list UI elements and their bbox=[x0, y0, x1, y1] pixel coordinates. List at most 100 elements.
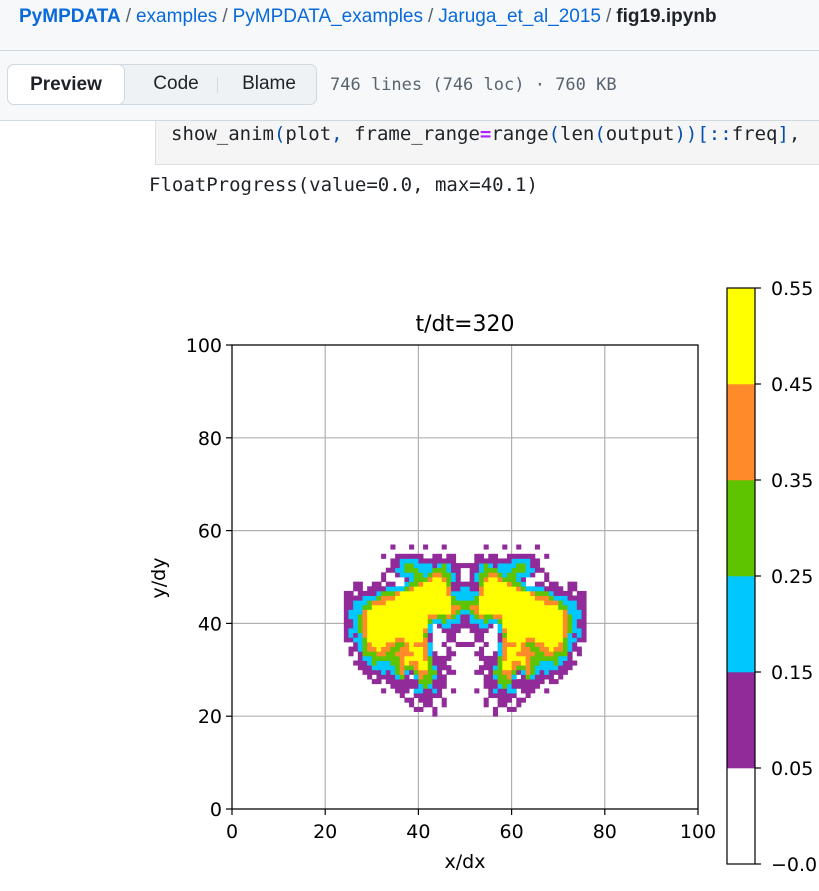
field-cell bbox=[390, 623, 396, 629]
field-cell bbox=[371, 665, 377, 671]
field-cell bbox=[455, 609, 461, 615]
field-cell bbox=[520, 558, 526, 564]
view-mode-switch: Preview Code Blame bbox=[7, 64, 317, 105]
field-cell bbox=[478, 669, 485, 675]
field-cell bbox=[516, 669, 522, 675]
field-cell bbox=[413, 558, 419, 564]
field-cell bbox=[367, 665, 373, 671]
field-cell bbox=[446, 669, 452, 675]
field-cell bbox=[413, 563, 419, 569]
field-cell bbox=[567, 618, 573, 624]
field-cell bbox=[413, 595, 419, 601]
field-cell bbox=[534, 655, 540, 661]
field-cell bbox=[413, 669, 419, 675]
field-cell bbox=[506, 669, 512, 675]
field-cell bbox=[581, 600, 587, 606]
field-cell bbox=[418, 697, 424, 703]
field-cell bbox=[395, 614, 401, 620]
field-cell bbox=[511, 655, 517, 661]
field-cell bbox=[362, 660, 368, 666]
field-cell bbox=[413, 646, 419, 652]
field-cell bbox=[343, 595, 349, 601]
field-cell bbox=[381, 655, 387, 661]
field-cell bbox=[544, 590, 550, 596]
field-cell bbox=[548, 618, 554, 624]
field-cell bbox=[390, 600, 396, 606]
field-cell bbox=[432, 655, 438, 661]
field-cell bbox=[576, 623, 582, 629]
field-cell bbox=[343, 618, 349, 624]
field-cell bbox=[381, 577, 387, 583]
breadcrumb-link-pympdata-examples[interactable]: PyMPDATA_examples bbox=[232, 6, 424, 27]
field-cell bbox=[381, 628, 387, 634]
breadcrumb-link-examples[interactable]: examples bbox=[135, 6, 218, 27]
field-cell bbox=[553, 655, 559, 661]
colorbar-tick-label: −0.0 bbox=[771, 854, 817, 876]
field-cell bbox=[483, 544, 489, 550]
field-cell bbox=[418, 590, 424, 596]
field-cell bbox=[404, 623, 410, 629]
field-cell bbox=[437, 623, 443, 629]
field-cell bbox=[544, 618, 550, 624]
field-cell bbox=[548, 595, 554, 601]
field-cell bbox=[520, 595, 526, 601]
field-cell bbox=[534, 581, 540, 587]
field-cell bbox=[567, 655, 573, 661]
field-cell bbox=[413, 665, 419, 671]
field-cell bbox=[502, 669, 508, 675]
field-cell bbox=[432, 563, 438, 569]
field-cell bbox=[427, 590, 433, 596]
field-cell bbox=[367, 590, 373, 596]
field-cell bbox=[567, 604, 573, 610]
field-cell bbox=[371, 614, 377, 620]
field-cell bbox=[544, 674, 550, 680]
field-cell bbox=[534, 563, 540, 569]
field-cell bbox=[404, 614, 410, 620]
field-cell bbox=[572, 609, 578, 615]
field-cell bbox=[427, 651, 433, 657]
y-tick-label: 0 bbox=[210, 799, 222, 821]
field-cell bbox=[385, 604, 391, 610]
field-cell bbox=[553, 637, 559, 643]
field-cell bbox=[483, 655, 489, 661]
field-cell bbox=[437, 553, 443, 559]
field-cell bbox=[558, 641, 564, 647]
field-cell bbox=[376, 628, 382, 634]
field-cell bbox=[562, 669, 568, 675]
field-cell bbox=[441, 679, 447, 685]
field-cell bbox=[423, 567, 429, 573]
breadcrumb-repo-link[interactable]: PyMPDATA bbox=[19, 6, 121, 27]
field-cell bbox=[539, 632, 545, 638]
field-cell bbox=[581, 604, 587, 610]
field-cell bbox=[511, 567, 517, 573]
field-cell bbox=[418, 641, 424, 647]
field-cell bbox=[525, 641, 531, 647]
code-tab[interactable]: Code bbox=[153, 73, 199, 94]
field-cell bbox=[413, 688, 419, 694]
field-cell bbox=[371, 600, 377, 606]
blame-tab[interactable]: Blame bbox=[242, 73, 296, 94]
preview-tab[interactable]: Preview bbox=[7, 64, 125, 105]
field-cell bbox=[511, 660, 517, 666]
field-cell bbox=[371, 628, 377, 634]
field-cell bbox=[544, 553, 550, 559]
field-cell bbox=[506, 697, 512, 703]
field-cell bbox=[418, 688, 424, 694]
field-cell bbox=[520, 669, 526, 675]
field-cell bbox=[418, 572, 424, 578]
field-cell bbox=[469, 609, 475, 615]
field-cell bbox=[381, 641, 387, 647]
field-cell bbox=[516, 651, 522, 657]
field-cell bbox=[404, 563, 410, 569]
field-cell bbox=[413, 679, 419, 685]
field-cell bbox=[418, 577, 424, 583]
field-cell bbox=[385, 623, 391, 629]
field-cell bbox=[539, 586, 545, 592]
field-cell bbox=[544, 665, 550, 671]
field-cell bbox=[362, 609, 368, 615]
breadcrumb-link-jaruga[interactable]: Jaruga_et_al_2015 bbox=[438, 6, 601, 27]
field-cell bbox=[376, 651, 382, 657]
field-cell bbox=[474, 609, 480, 615]
field-cell bbox=[395, 600, 401, 606]
field-cell bbox=[516, 702, 522, 708]
